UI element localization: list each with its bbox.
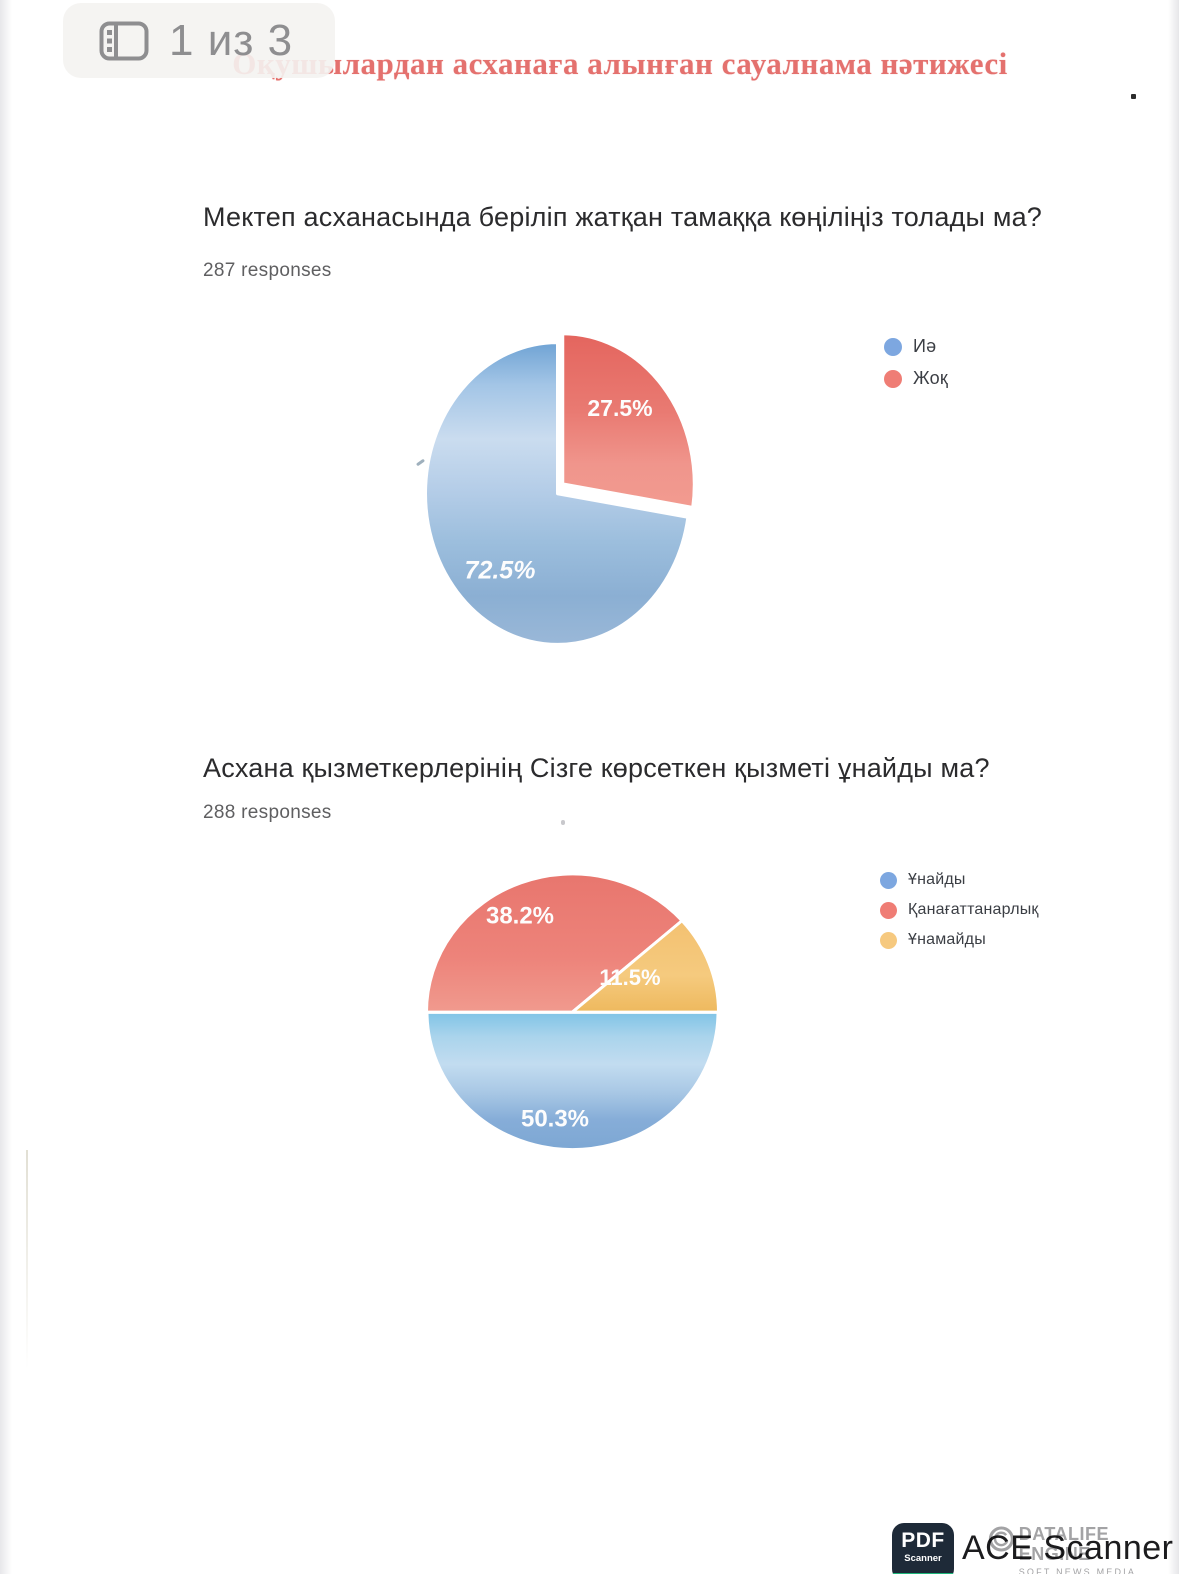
- pie2-label-dislike-pct: 11.5%: [599, 965, 660, 990]
- legend-label-like: Ұнайды: [908, 871, 966, 888]
- legend-item-dislike: Ұнамайды: [880, 931, 1039, 949]
- pie2-label-satisfactory-pct: 38.2%: [486, 902, 554, 929]
- legend-dot-red-icon: [880, 901, 897, 919]
- pie-chart-question-1: 27.5% 72.5%: [424, 333, 697, 647]
- pie1-label-no-pct: 27.5%: [587, 395, 652, 421]
- datalife-logo-icon: [988, 1526, 1014, 1552]
- pdf-scanner-app-icon[interactable]: PDF Scanner: [892, 1523, 954, 1574]
- pie2-label-like-pct: 50.3%: [521, 1105, 589, 1132]
- legend-question-1: Иә Жоқ: [884, 336, 948, 389]
- question-2-title: Асхана қызметкерлерінің Сізге көрсеткен …: [203, 753, 990, 783]
- legend-label-dislike: Ұнамайды: [908, 931, 986, 948]
- pages-panel-icon: [99, 21, 149, 60]
- watermark-title: DATALIFE ENGINE: [1018, 1524, 1110, 1564]
- pie1-slice-yes: [424, 340, 690, 647]
- pdf-scanner-icon-text-pdf: PDF: [901, 1529, 945, 1552]
- page-edge-shadow-left: [0, 0, 12, 1574]
- pie2-slice-satisfactory: [425, 872, 684, 1014]
- pie1-label-yes-pct: 72.5%: [465, 557, 536, 585]
- legend-label-no: Жоқ: [913, 368, 948, 388]
- page-indicator-text: 1 из 3: [169, 15, 294, 65]
- scan-mark-artifact-2: [561, 820, 565, 825]
- legend-item-like: Ұнайды: [880, 871, 1039, 889]
- datalife-engine-watermark: DATALIFE ENGINE SOFT NEWS MEDIA GROUP: [988, 1524, 1179, 1574]
- legend-item-satisfactory: Қанағаттанарлық: [880, 901, 1039, 919]
- ace-scanner-app-name: ACE Scanner: [962, 1529, 1174, 1567]
- pie2-slice-dislike: [571, 919, 720, 1014]
- pie1-slice-no: [560, 333, 697, 510]
- scan-dot-artifact: [1131, 94, 1136, 99]
- question-1-response-count: 287 responses: [203, 260, 332, 281]
- pie-chart-question-2: 38.2% 11.5% 50.3%: [424, 872, 721, 1152]
- legend-label-yes: Иә: [913, 336, 937, 356]
- page-indicator-pill[interactable]: 1 из 3: [63, 3, 335, 78]
- legend-dot-red-icon: [884, 369, 902, 388]
- legend-dot-yellow-icon: [880, 931, 897, 949]
- question-2-response-count: 288 responses: [203, 802, 332, 823]
- legend-item-yes: Иә: [884, 336, 948, 357]
- document-title: Оқушылардан асханаға алынған сауалнама н…: [232, 46, 1008, 81]
- legend-item-no: Жоқ: [884, 368, 948, 389]
- pdf-scanner-icon-text-scanner: Scanner: [904, 1553, 942, 1564]
- legend-dot-blue-icon: [884, 337, 902, 356]
- pie2-slice-like: [424, 1010, 721, 1152]
- scan-crease-artifact: [26, 1150, 28, 1370]
- legend-question-2: Ұнайды Қанағаттанарлық Ұнамайды: [880, 871, 1039, 949]
- question-1-title: Мектеп асханасында беріліп жатқан тамаққ…: [203, 202, 1043, 232]
- legend-label-satisfactory: Қанағаттанарлық: [908, 901, 1039, 918]
- legend-dot-blue-icon: [880, 871, 897, 889]
- page-edge-shadow-right: [1168, 0, 1179, 1574]
- watermark-subtitle: SOFT NEWS MEDIA GROUP: [1018, 1566, 1136, 1574]
